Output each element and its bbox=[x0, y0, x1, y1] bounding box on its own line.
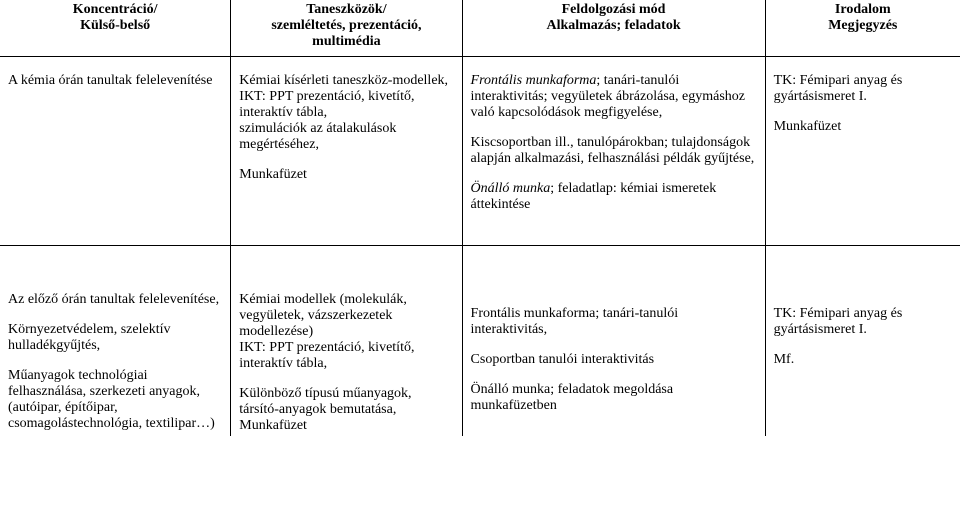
text-block: Munkafüzet bbox=[774, 119, 952, 135]
header-cell-feldolgozasi: Feldolgozási mód Alkalmazás; feladatok bbox=[462, 0, 765, 57]
cell-koncentracio: Az előző órán tanultak felelevenítése, K… bbox=[0, 290, 231, 436]
text-block: Frontális munkaforma; tanári-tanulói int… bbox=[471, 73, 757, 121]
curriculum-table: Koncentráció/ Külső-belső Taneszközök/ s… bbox=[0, 0, 960, 436]
text-block: Kémiai modellek (molekulák, vegyületek, … bbox=[239, 292, 453, 340]
header-line: szemléltetés, prezentáció, bbox=[239, 18, 453, 34]
table-row: A kémia órán tanultak felelevenítése Kém… bbox=[0, 71, 960, 246]
cell-taneszkozok: Kémiai modellek (molekulák, vegyületek, … bbox=[231, 290, 462, 436]
italic-text: Frontális munkaforma bbox=[471, 73, 597, 88]
text-block: Műanyagok technológiai felhasználása, sz… bbox=[8, 368, 222, 432]
text-block: Csoportban tanulói interaktivitás bbox=[471, 352, 757, 368]
header-cell-koncentracio: Koncentráció/ Külső-belső bbox=[0, 0, 231, 57]
text-block: Frontális munkaforma; tanári-tanulói int… bbox=[471, 306, 757, 338]
cell-irodalom: TK: Fémipari anyag és gyártásismeret I. … bbox=[765, 71, 960, 246]
italic-text: Önálló munka bbox=[471, 181, 551, 196]
text-block: TK: Fémipari anyag és gyártásismeret I. bbox=[774, 306, 952, 338]
text-block: szimulációk az átalakulások megértéséhez… bbox=[239, 121, 453, 153]
text-block: Mf. bbox=[774, 352, 952, 368]
header-line: Koncentráció/ bbox=[8, 2, 222, 18]
header-line: Irodalom bbox=[774, 2, 952, 18]
header-cell-irodalom: Irodalom Megjegyzés bbox=[765, 0, 960, 57]
cell-irodalom: TK: Fémipari anyag és gyártásismeret I. … bbox=[765, 290, 960, 436]
text-block: Önálló munka; feladatok megoldása munkaf… bbox=[471, 382, 757, 414]
header-line: multimédia bbox=[239, 34, 453, 50]
header-line: Alkalmazás; feladatok bbox=[471, 18, 757, 34]
text-block: A kémia órán tanultak felelevenítése bbox=[8, 73, 222, 89]
header-line: Megjegyzés bbox=[774, 18, 952, 34]
header-line: Taneszközök/ bbox=[239, 2, 453, 18]
cell-feldolgozasi: Frontális munkaforma; tanári-tanulói int… bbox=[462, 71, 765, 246]
header-line: Feldolgozási mód bbox=[471, 2, 757, 18]
text-block: Önálló munka; feladatlap: kémiai ismeret… bbox=[471, 181, 757, 213]
spacer-row bbox=[0, 246, 960, 291]
text-block: Az előző órán tanultak felelevenítése, bbox=[8, 292, 222, 308]
cell-taneszkozok: Kémiai kísérleti taneszköz-modellek, IKT… bbox=[231, 71, 462, 246]
text-block: Kiscsoportban ill., tanulópárokban; tula… bbox=[471, 135, 757, 167]
text-block: TK: Fémipari anyag és gyártásismeret I. bbox=[774, 73, 952, 105]
text-block: Kémiai kísérleti taneszköz-modellek, IKT… bbox=[239, 73, 453, 121]
cell-koncentracio: A kémia órán tanultak felelevenítése bbox=[0, 71, 231, 246]
header-cell-taneszkozok: Taneszközök/ szemléltetés, prezentáció, … bbox=[231, 0, 462, 57]
table-header-row: Koncentráció/ Külső-belső Taneszközök/ s… bbox=[0, 0, 960, 57]
text-block: Környezetvédelem, szelektív hulladékgyűj… bbox=[8, 322, 222, 354]
cell-feldolgozasi: Frontális munkaforma; tanári-tanulói int… bbox=[462, 290, 765, 436]
spacer-row bbox=[0, 57, 960, 72]
text-block: Különböző típusú műanyagok, társító-anya… bbox=[239, 386, 453, 434]
table-row: Az előző órán tanultak felelevenítése, K… bbox=[0, 290, 960, 436]
header-line: Külső-belső bbox=[8, 18, 222, 34]
text-block: IKT: PPT prezentáció, kivetítő, interakt… bbox=[239, 340, 453, 372]
text-block: Munkafüzet bbox=[239, 167, 453, 183]
